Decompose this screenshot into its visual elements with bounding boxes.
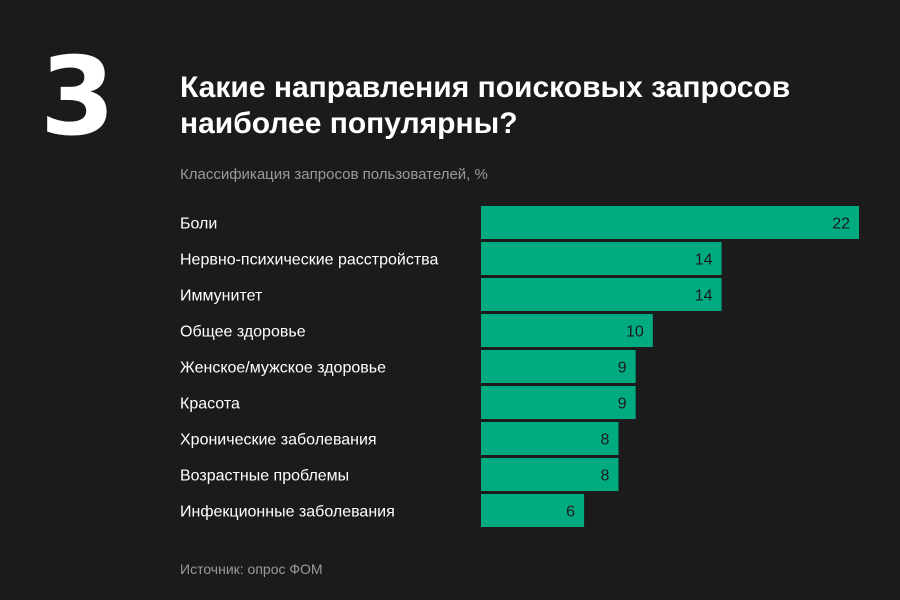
source-note: Источник: опрос ФОМ	[180, 561, 323, 577]
category-label: Общее здоровье	[180, 324, 306, 341]
bar-value-label: 9	[618, 360, 627, 377]
chart-title: Какие направления поисковых запросов наи…	[180, 70, 880, 142]
category-label: Иммунитет	[180, 288, 263, 305]
category-label: Инфекционные заболевания	[180, 504, 395, 521]
bar-value-label: 14	[695, 252, 713, 269]
category-label: Хронические заболевания	[180, 432, 377, 449]
bar-value-label: 8	[601, 468, 610, 485]
chart-number: 3	[40, 35, 116, 160]
category-label: Боли	[180, 216, 217, 233]
chart-title-line-2: наиболее популярны?	[180, 107, 518, 140]
bar	[481, 422, 619, 455]
bar	[481, 386, 636, 419]
bar-value-label: 10	[626, 324, 644, 341]
bar	[481, 350, 636, 383]
bar-value-label: 8	[601, 432, 610, 449]
bar-value-label: 14	[695, 288, 713, 305]
bar	[481, 314, 653, 347]
chart-subtitle: Классификация запросов пользователей, %	[180, 166, 488, 183]
bar	[481, 206, 859, 239]
bar-value-label: 9	[618, 396, 627, 413]
category-label: Возрастные проблемы	[180, 468, 349, 485]
bar	[481, 278, 722, 311]
bar-value-label: 6	[566, 504, 575, 521]
bar	[481, 242, 722, 275]
bar	[481, 494, 585, 527]
bar-value-label: 22	[832, 216, 850, 233]
category-label: Нервно-психические расстройства	[180, 252, 438, 269]
chart-title-line-1: Какие направления поисковых запросов	[180, 71, 791, 104]
category-label: Женское/мужское здоровье	[180, 360, 386, 377]
category-label: Красота	[180, 396, 240, 413]
bar	[481, 458, 619, 491]
